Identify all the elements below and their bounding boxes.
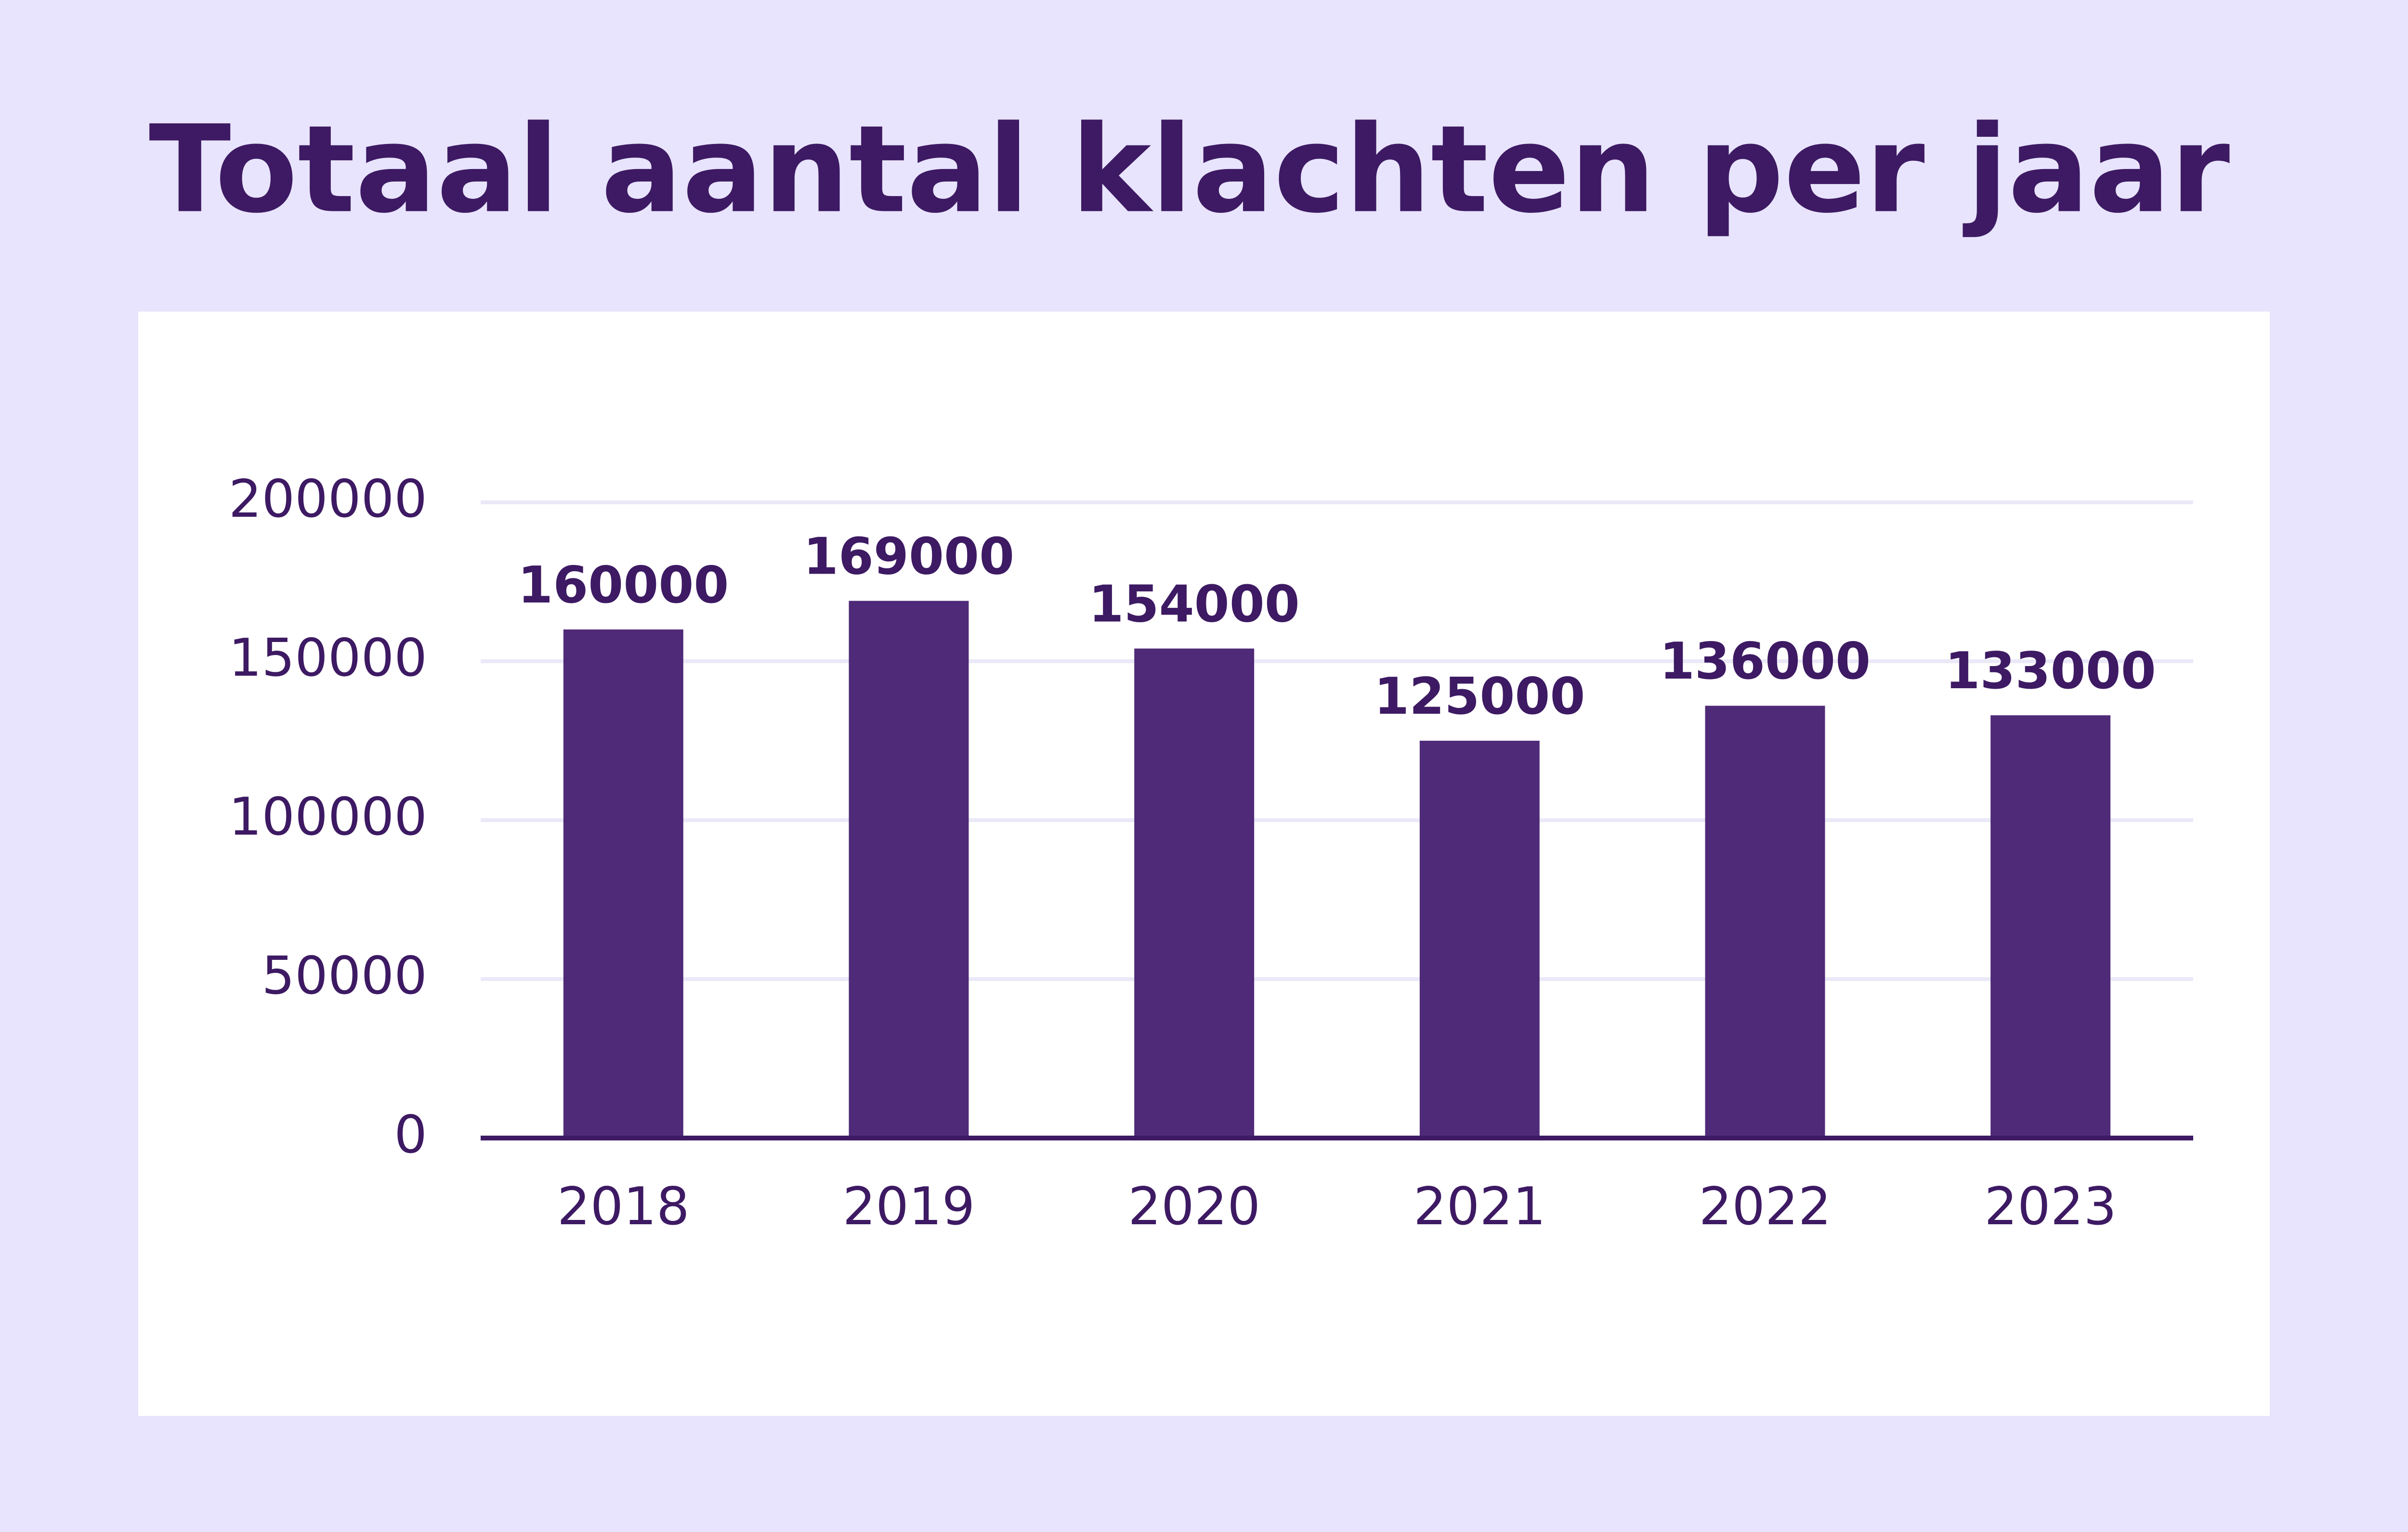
bar xyxy=(1419,741,1540,1138)
value-label: 160000 xyxy=(518,556,729,615)
value-label: 133000 xyxy=(1945,642,2156,700)
x-tick-label: 2020 xyxy=(1128,1177,1260,1237)
y-tick-label: 100000 xyxy=(229,787,427,847)
value-label: 136000 xyxy=(1660,632,1871,691)
x-tick-label: 2019 xyxy=(843,1177,975,1237)
x-tick-label: 2023 xyxy=(1984,1177,2117,1237)
y-tick-label: 50000 xyxy=(262,946,427,1006)
y-tick-label: 150000 xyxy=(229,628,427,688)
value-label: 169000 xyxy=(803,527,1014,586)
chart-title: Totaal aantal klachten per jaar xyxy=(149,99,2230,239)
x-tick-label: 2018 xyxy=(557,1177,690,1237)
value-label: 125000 xyxy=(1374,667,1585,726)
value-label: 154000 xyxy=(1088,575,1299,633)
bar xyxy=(1134,648,1255,1138)
bar xyxy=(1705,706,1825,1138)
y-tick-label: 200000 xyxy=(229,469,427,529)
bar xyxy=(849,601,969,1138)
x-tick-label: 2022 xyxy=(1699,1177,1832,1237)
x-tick-label: 2021 xyxy=(1413,1177,1546,1237)
bar xyxy=(563,629,683,1138)
y-tick-label: 0 xyxy=(394,1105,427,1165)
bar xyxy=(1990,715,2111,1138)
